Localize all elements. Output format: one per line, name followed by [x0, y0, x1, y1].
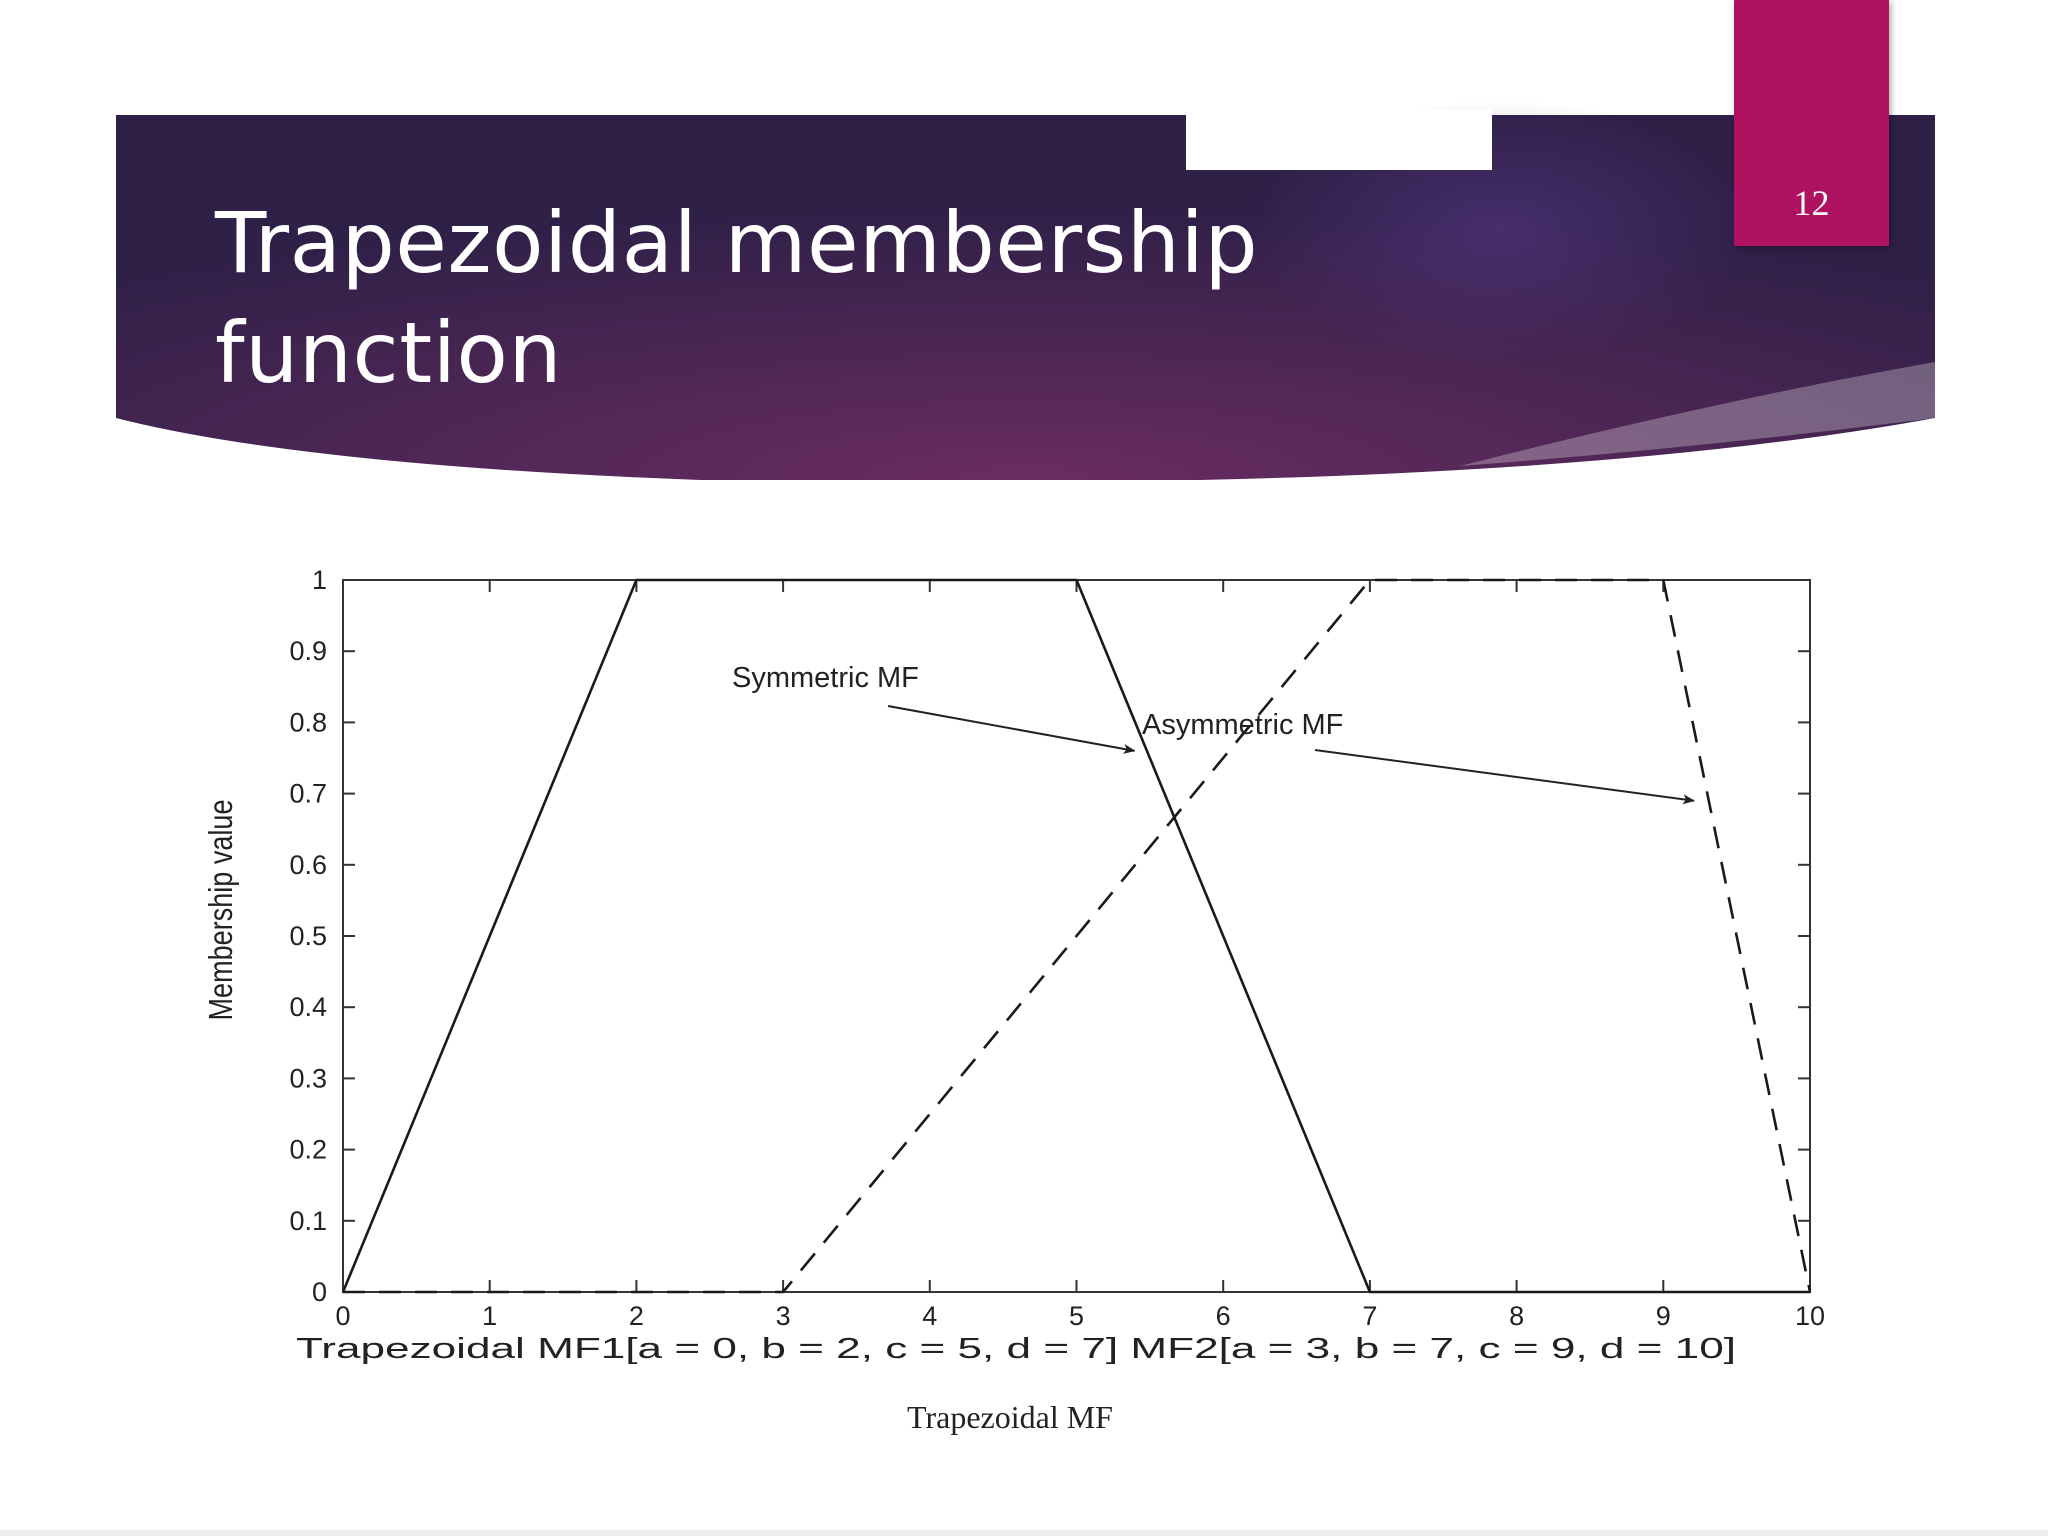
x-tick-label: 5 [1069, 1301, 1084, 1331]
slide-title: Trapezoidal membership function [215, 188, 1415, 408]
y-tick-label: 0.9 [289, 636, 327, 666]
y-tick-label: 0.7 [289, 779, 327, 809]
y-axis-ticks: 0 0.1 0.2 0.3 0.4 0.5 0.6 0.7 0.8 0.9 1 [289, 565, 1810, 1307]
annotation-symmetric-mf: Symmetric MF [732, 662, 919, 694]
annotation-arrow-asymmetric [1314, 749, 1695, 805]
x-tick-label: 3 [776, 1301, 791, 1331]
x-tick-label: 6 [1216, 1301, 1231, 1331]
y-tick-label: 0.5 [289, 921, 327, 951]
page-number: 12 [1793, 183, 1830, 223]
x-tick-label: 1 [482, 1301, 497, 1331]
series-layer [341, 578, 1812, 1294]
x-tick-label: 9 [1656, 1301, 1671, 1331]
y-tick-label: 0.8 [289, 707, 327, 737]
y-tick-label: 1 [312, 565, 327, 595]
chart-caption: Trapezoidal MF [907, 1399, 1113, 1435]
slide-title-line-1: Trapezoidal membership [215, 194, 1259, 292]
x-tick-label: 10 [1795, 1301, 1825, 1331]
x-tick-label: 0 [335, 1301, 350, 1331]
page-number-badge: 12 [1734, 0, 1889, 246]
x-tick-label: 2 [629, 1301, 644, 1331]
x-tick-label: 7 [1362, 1301, 1377, 1331]
x-axis-ticks: 0 1 2 3 4 5 6 7 8 9 10 [335, 580, 1825, 1331]
annotation-arrow-symmetric [887, 705, 1136, 754]
y-tick-label: 0.3 [289, 1063, 327, 1093]
x-tick-label: 8 [1509, 1301, 1524, 1331]
y-tick-label: 0 [312, 1277, 327, 1307]
y-tick-label: 0.1 [289, 1206, 327, 1236]
trapezoidal-mf-chart: 0 0.1 0.2 0.3 0.4 0.5 0.6 0.7 0.8 0.9 1 0 1 2 3 4 5 6 7 8 9… [204, 565, 1825, 1435]
annotation-asymmetric-mf: Asymmetric MF [1142, 709, 1343, 741]
y-tick-label: 0.2 [289, 1135, 327, 1165]
y-tick-label: 0.4 [289, 992, 327, 1022]
series-line-dashed [343, 578, 1812, 1294]
annotation-layer: Symmetric MF Asymmetric MF [732, 662, 1695, 805]
bottom-strip [0, 1530, 2048, 1536]
x-tick-label: 4 [922, 1301, 937, 1331]
slide-title-line-2: function [215, 304, 563, 402]
y-tick-label: 0.6 [289, 850, 327, 880]
title-banner [116, 100, 1935, 480]
series-line-solid [341, 578, 1810, 1294]
x-axis-label: Trapezoidal MF1[a = 0, b = 2, c = 5, d =… [296, 1333, 1736, 1365]
y-axis-label: Membership value [204, 800, 240, 1021]
